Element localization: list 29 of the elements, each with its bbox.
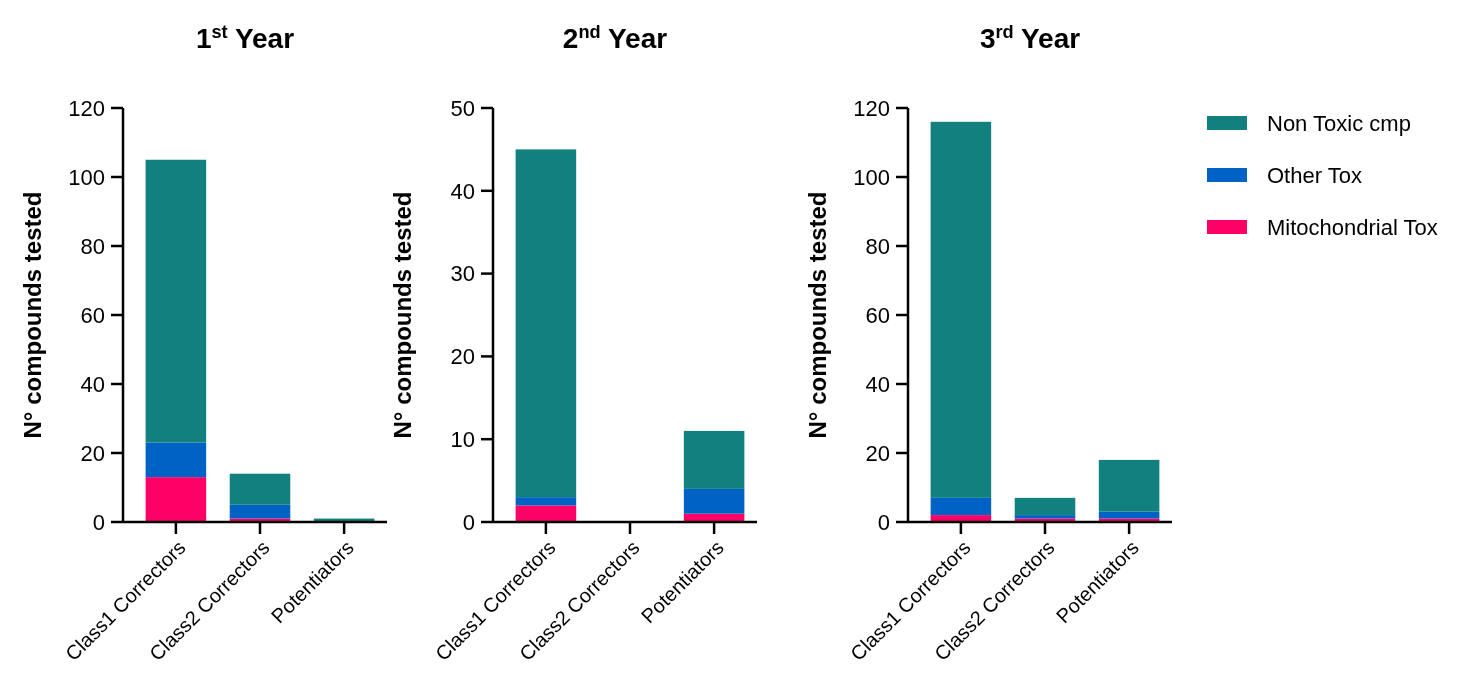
y-axis-title: N° compounds tested	[389, 191, 416, 439]
y-tick-label: 40	[450, 178, 475, 204]
y-tick-label: 60	[865, 302, 890, 328]
y-tick-label: 120	[853, 95, 890, 121]
y-tick-label: 40	[80, 371, 105, 397]
chart-title: 1$^{st}$ Year	[195, 22, 295, 54]
y-tick-label: 80	[865, 233, 890, 259]
y-tick-label: 20	[80, 440, 105, 466]
y-tick-label: 20	[450, 344, 475, 370]
y-tick-label: 0	[462, 509, 475, 535]
y-tick-label: 30	[450, 261, 475, 287]
y-axis-title: N° compounds tested	[19, 191, 46, 439]
y-tick-label: 0	[92, 509, 105, 535]
y-axis-title: N° compounds tested	[804, 191, 831, 439]
y-tick-label: 120	[68, 95, 105, 121]
y-tick-label: 50	[450, 95, 475, 121]
legend-label: Non Toxic cmp	[1267, 110, 1411, 136]
y-tick-label: 60	[80, 302, 105, 328]
y-tick-label: 80	[80, 233, 105, 259]
legend-label: Other Tox	[1267, 162, 1362, 188]
legend-label: Mitochondrial Tox	[1267, 214, 1438, 240]
y-tick-label: 10	[450, 426, 475, 452]
chart-title: 2$^{nd}$ Year	[562, 22, 668, 54]
y-tick-label: 100	[853, 164, 890, 190]
y-tick-label: 20	[865, 440, 890, 466]
y-tick-label: 0	[877, 509, 890, 535]
chart-title: 3$^{rd}$ Year	[979, 22, 1081, 54]
y-tick-label: 100	[68, 164, 105, 190]
y-tick-label: 40	[865, 371, 890, 397]
